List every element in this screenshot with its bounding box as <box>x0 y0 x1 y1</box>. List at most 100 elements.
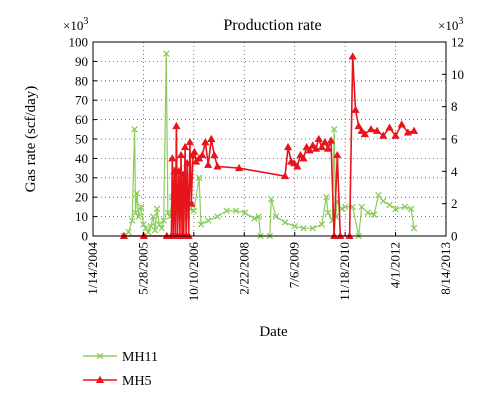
data-point-mh11 <box>135 213 142 220</box>
data-point-mh5 <box>293 162 302 170</box>
data-point-mh5 <box>385 123 394 131</box>
data-point-mh11 <box>267 195 275 203</box>
y-left-tick-label: 100 <box>69 35 89 50</box>
data-point-mh5 <box>204 160 213 168</box>
y-right-tick-label: 10 <box>451 67 464 82</box>
data-point-mh5 <box>190 147 199 155</box>
legend-label-mh11: MH11 <box>122 350 158 365</box>
data-point-mh5 <box>357 126 366 134</box>
data-point-mh11 <box>272 213 280 220</box>
data-point-mh5 <box>333 150 342 159</box>
data-point-mh11 <box>158 224 165 232</box>
y-left-tick-label: 40 <box>75 151 88 166</box>
data-point-mh5 <box>176 150 186 159</box>
data-point-mh5 <box>183 159 192 167</box>
data-point-mh11 <box>318 221 326 228</box>
data-point-mh11 <box>300 224 307 232</box>
y-left-tick-label: 20 <box>75 190 88 205</box>
x-tick-label: 1/14/2004 <box>85 242 100 295</box>
data-point-mh11 <box>145 228 152 236</box>
data-point-mh11 <box>386 201 393 209</box>
data-point-mh11 <box>251 215 258 222</box>
data-point-mh11 <box>324 209 332 216</box>
data-point-mh5 <box>308 141 317 149</box>
data-point-mh11 <box>131 126 138 133</box>
data-point-mh5 <box>187 199 196 207</box>
data-point-mh5 <box>283 142 293 151</box>
data-point-mh5 <box>311 144 321 152</box>
data-point-mh11 <box>370 211 378 218</box>
y-right-tick-label: 4 <box>451 164 458 179</box>
data-point-mh5 <box>302 142 311 151</box>
data-point-mh11 <box>140 221 147 228</box>
data-point-mh5 <box>366 125 376 133</box>
data-point-mh5 <box>391 131 400 139</box>
y-left-tick-label: 60 <box>75 112 88 127</box>
data-point-mh5 <box>213 162 222 170</box>
y-left-tick-label: 0 <box>82 229 89 244</box>
x-tick-label: 8/14/2013 <box>438 242 453 295</box>
data-point-mh5 <box>305 146 314 154</box>
left-axis-multiplier: ×103 <box>63 16 88 33</box>
y-left-tick-label: 90 <box>75 54 88 69</box>
data-point-mh11 <box>160 217 167 224</box>
data-point-mh11 <box>407 205 415 213</box>
data-point-mh5 <box>320 138 329 146</box>
data-point-mh5 <box>354 121 363 130</box>
data-point-mh5 <box>409 126 419 134</box>
data-point-mh11 <box>142 224 150 232</box>
data-point-mh5 <box>397 120 406 128</box>
data-point-mh5 <box>168 154 177 162</box>
y-right-tick-label: 6 <box>451 132 458 147</box>
series-mh11 <box>120 50 418 240</box>
data-point-mh11 <box>309 224 317 232</box>
data-point-mh11 <box>291 223 298 230</box>
legend: MH11 MH5 <box>83 350 158 389</box>
y-left-tick-label: 80 <box>75 73 88 88</box>
data-point-mh5 <box>379 131 388 139</box>
right-axis-multiplier: ×103 <box>438 16 463 33</box>
data-point-mh11 <box>330 126 338 133</box>
y-left-tick-label: 10 <box>75 209 88 224</box>
legend-triangle-marker <box>95 375 105 383</box>
data-point-mh5 <box>314 134 323 142</box>
data-point-mh5 <box>351 105 360 113</box>
data-point-mh11 <box>197 221 205 228</box>
data-point-mh11 <box>214 213 221 220</box>
data-point-mh5 <box>372 126 382 134</box>
legend-label-mh5: MH5 <box>122 374 152 389</box>
data-point-mh11 <box>223 207 230 215</box>
data-point-mh11 <box>125 228 132 236</box>
y-left-tick-label: 70 <box>75 93 88 108</box>
data-point-mh5 <box>207 134 216 142</box>
x-tick-label: 2/22/2008 <box>236 242 251 295</box>
data-point-mh5 <box>326 136 336 144</box>
data-point-mh11 <box>241 209 249 216</box>
data-point-mh11 <box>133 190 141 197</box>
legend-marker-triangle-icon <box>95 375 105 383</box>
data-point-mh11 <box>128 217 136 224</box>
data-point-mh5 <box>185 138 195 146</box>
series-layer <box>119 50 419 240</box>
data-point-mh11 <box>190 207 198 215</box>
data-point-mh5 <box>290 159 299 167</box>
x-tick-label: 5/28/2005 <box>135 242 150 295</box>
data-point-mh11 <box>149 213 157 220</box>
y-right-tick-label: 2 <box>451 196 458 211</box>
y-left-tick-label: 50 <box>75 132 88 147</box>
data-point-mh11 <box>380 197 387 205</box>
chart-title: Production rate <box>223 17 321 34</box>
x-tick-label: 4/1/2012 <box>388 242 403 288</box>
data-point-mh11 <box>364 209 372 216</box>
axes: 0 10 20 30 40 50 60 70 80 90 100 0 2 4 6 8 10 12 1/14/2004… <box>69 35 465 302</box>
data-point-mh5 <box>180 142 190 151</box>
data-point-mh5 <box>198 150 207 159</box>
data-point-mh5 <box>172 121 181 130</box>
legend-item-mh11: MH11 <box>83 350 158 365</box>
data-point-mh11 <box>410 224 418 232</box>
data-point-mh11 <box>163 50 170 57</box>
data-point-mh11 <box>164 209 172 216</box>
data-point-mh5 <box>360 129 369 138</box>
data-point-mh11 <box>341 203 349 211</box>
